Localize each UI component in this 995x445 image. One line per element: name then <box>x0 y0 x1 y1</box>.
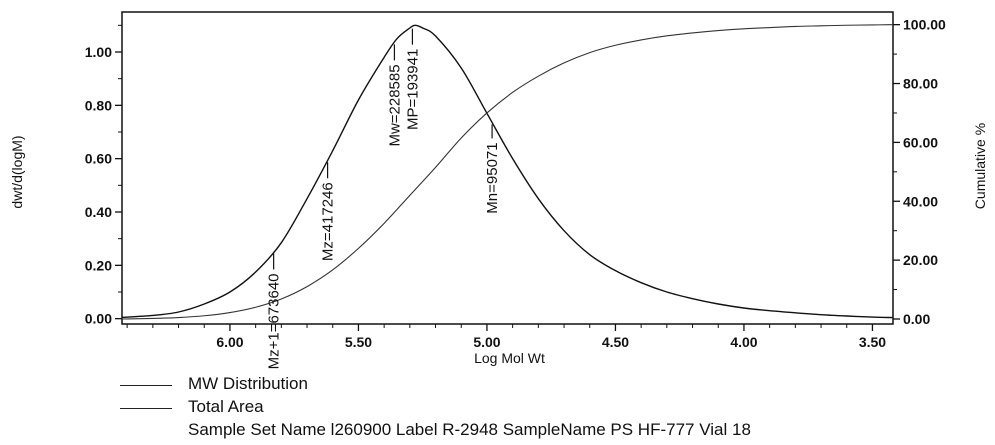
plot-frame <box>121 11 894 325</box>
legend-item-total-area: Total Area <box>120 395 751 418</box>
y-axis-left: 0.00 0.20 0.40 0.60 0.80 1.00 <box>85 24 122 327</box>
y-axis-right: 0.00 20.00 40.00 60.00 80.00 100.00 <box>893 17 946 327</box>
y-left-tick-label: 1.00 <box>85 44 112 60</box>
legend-item-mw-distribution: MW Distribution <box>120 372 751 395</box>
y-right-tick-label: 20.00 <box>903 252 938 268</box>
legend-label-mw-distribution: MW Distribution <box>188 374 308 393</box>
y-right-tick-label: 60.00 <box>903 134 938 150</box>
x-axis: 6.00 5.50 5.00 4.50 4.00 3.50 <box>126 324 886 350</box>
annotation-label: Mn=95071 <box>484 142 501 213</box>
x-tick-label: 5.00 <box>473 334 500 350</box>
y-left-tick-label: 0.20 <box>85 257 112 273</box>
y-axis-left-label: dwt/d(logM) <box>9 135 25 208</box>
x-tick-label: 4.50 <box>602 334 629 350</box>
x-tick-label: 5.50 <box>345 334 372 350</box>
x-axis-label: Log Mol Wt <box>474 350 545 366</box>
legend-line-total-area <box>120 408 172 409</box>
sample-info-row: Sample Set Name l260900 Label R-2948 Sam… <box>120 418 751 441</box>
chart-area: 6.00 5.50 5.00 4.50 4.00 3.50 0.00 0.20 0.40 0.6… <box>9 11 988 369</box>
y-right-tick-label: 100.00 <box>903 17 946 33</box>
series-line-mw-distribution <box>121 24 894 319</box>
annotation-label: Mz=417246 <box>320 182 337 261</box>
annotations: Mz+1=673640 Mz=417246 Mw=228585 MP=193941 Mn… <box>266 28 501 369</box>
series-line-total-area <box>121 24 894 320</box>
y-left-tick-label: 0.00 <box>85 311 112 327</box>
plot-border <box>121 11 894 325</box>
y-left-tick-label: 0.40 <box>85 204 112 220</box>
y-right-tick-label: 80.00 <box>903 76 938 92</box>
y-axis-right-label: Cumulative % <box>972 123 988 209</box>
x-tick-label: 3.50 <box>859 334 886 350</box>
annotation-label: MP=193941 <box>404 49 421 130</box>
legend-label-total-area: Total Area <box>188 397 264 416</box>
y-right-tick-label: 0.00 <box>903 311 930 327</box>
annotation-label: Mw=228585 <box>386 64 403 146</box>
annotation-label: Mz+1=673640 <box>266 273 283 369</box>
x-tick-label: 4.00 <box>730 334 757 350</box>
y-right-tick-label: 40.00 <box>903 193 938 209</box>
series-lines <box>121 24 894 320</box>
legend-line-mw-distribution <box>120 385 172 386</box>
y-left-tick-label: 0.60 <box>85 151 112 167</box>
x-tick-label: 6.00 <box>216 334 243 350</box>
y-left-tick-label: 0.80 <box>85 97 112 113</box>
sample-info: Sample Set Name l260900 Label R-2948 Sam… <box>188 420 751 439</box>
legend: MW Distribution Total Area Sample Set Na… <box>120 372 751 441</box>
